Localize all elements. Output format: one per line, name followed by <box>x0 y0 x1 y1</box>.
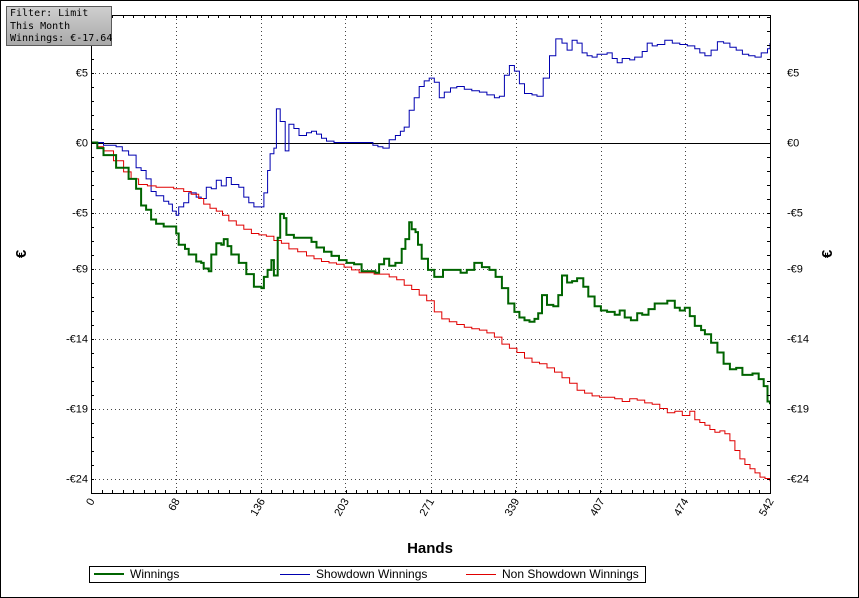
x-tick-label: 0 <box>84 497 97 508</box>
x-tick-label: 271 <box>418 497 438 519</box>
legend-label-showdown: Showdown Winnings <box>316 567 428 581</box>
x-axis-label: Hands <box>407 540 453 557</box>
legend-label-winnings: Winnings <box>130 567 180 581</box>
y-tick-label-left: -€24 <box>66 474 88 486</box>
legend-label-non-showdown: Non Showdown Winnings <box>502 567 639 581</box>
x-tick-label: 339 <box>503 497 523 519</box>
series-line-showdown <box>91 38 771 216</box>
y-tick-label-right: €0 <box>787 138 799 150</box>
y-tick-label-left: -€9 <box>72 264 88 276</box>
y-tick-label-right: -€24 <box>787 474 809 486</box>
y-tick-label-right: €5 <box>787 68 799 80</box>
axes: 0 68 136 203 271 339 407 474 542 €5 €5 €0 €0 -€5 -€5 -€… <box>66 15 809 518</box>
series-group <box>91 38 771 482</box>
legend-swatch-winnings <box>94 573 124 575</box>
legend-swatch-non-showdown <box>466 574 496 575</box>
winnings-total-line: Winnings: €-17.64 <box>10 33 113 44</box>
period-line: This Month <box>10 20 71 32</box>
legend: Winnings Showdown Winnings Non Showdown … <box>89 566 646 583</box>
y-tick-label-left: -€19 <box>66 404 88 416</box>
y-tick-label-left: -€14 <box>66 334 88 346</box>
x-tick-label: 542 <box>757 497 777 519</box>
y-tick-label-right: -€5 <box>787 208 803 220</box>
y-tick-label-right: -€14 <box>787 334 809 346</box>
x-tick-label: 474 <box>672 497 692 519</box>
legend-swatch-showdown <box>280 574 310 575</box>
y-tick-label-left: €5 <box>76 68 88 80</box>
series-line-winnings <box>91 141 771 405</box>
filter-line: Filter: Limit <box>10 8 89 19</box>
x-tick-label: 68 <box>166 497 183 514</box>
y-tick-label-right: -€19 <box>787 404 809 416</box>
series-line-non-showdown <box>91 142 771 482</box>
x-tick-label: 407 <box>588 497 608 519</box>
filter-info-box: Filter: Limit This Month Winnings: €-17.… <box>6 6 112 46</box>
x-tick-label: 136 <box>248 497 268 519</box>
y-tick-label-right: -€9 <box>787 264 803 276</box>
y-axis-label-left: € <box>13 249 30 258</box>
y-tick-label-left: -€5 <box>72 208 88 220</box>
y-axis-label-right: € <box>819 249 836 258</box>
x-tick-label: 203 <box>332 497 352 519</box>
y-tick-label-left: €0 <box>76 138 88 150</box>
